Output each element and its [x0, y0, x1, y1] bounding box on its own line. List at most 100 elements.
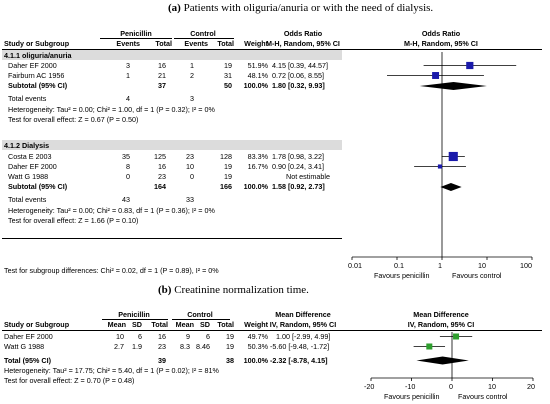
total2: 19 — [224, 162, 232, 171]
group1-header: Penicillin — [118, 310, 150, 319]
weight-col-header: Weight — [244, 320, 268, 329]
subtotal-label: Subtotal (95% CI) — [8, 81, 68, 90]
tick-label-a: 10 — [478, 261, 486, 270]
mean2: 9 — [186, 332, 190, 341]
ci-text: 1.78 [0.98, 3.22] — [272, 152, 324, 161]
total-events1: 43 — [122, 195, 130, 204]
ci-text: 0.72 [0.06, 8.55] — [272, 71, 324, 80]
study-square — [437, 164, 442, 169]
subtotal-weight: 100.0% — [243, 182, 268, 191]
total1-col-header: Total — [155, 39, 172, 48]
total1: 16 — [158, 162, 166, 171]
study-square — [448, 151, 458, 162]
method-plot-header: M-H, Random, 95% CI — [404, 39, 478, 48]
events2: 10 — [186, 162, 194, 171]
subgroup-title: 4.1.1 oliguria/anuria — [4, 51, 72, 60]
mean2: 8.3 — [180, 342, 190, 351]
events2: 23 — [186, 152, 194, 161]
weight: 50.3% — [247, 342, 268, 351]
events2: 2 — [190, 71, 194, 80]
subtotal-total2: 50 — [224, 81, 232, 90]
weight: 48.1% — [247, 71, 268, 80]
mean1-col-header: Mean — [107, 320, 126, 329]
total1: 23 — [158, 342, 166, 351]
caption-a: (a) Patients with oliguria/anuria or wit… — [168, 3, 433, 14]
subgroup-title: 4.1.2 Dialysis — [4, 141, 50, 150]
caption-a-text: Patients with oliguria/anuria or with th… — [183, 2, 434, 14]
sd2: 8.46 — [196, 342, 210, 351]
study-square — [426, 343, 433, 350]
subtotal-label: Subtotal (95% CI) — [8, 182, 68, 191]
effect-plot-header: Odds Ratio — [421, 29, 461, 38]
study-name: Watt G 1988 — [4, 342, 45, 351]
total-weight: 100.0% — [243, 356, 268, 365]
subtotal-weight: 100.0% — [243, 81, 268, 90]
mean1: 10 — [116, 332, 124, 341]
study-name: Daher EF 2000 — [8, 61, 57, 70]
events1: 0 — [126, 172, 130, 181]
total2: 128 — [220, 152, 232, 161]
study-name: Fairburn AC 1956 — [8, 71, 65, 80]
total1: 16 — [158, 61, 166, 70]
tick-label-b: 0 — [449, 382, 453, 391]
subtotal-total1: 164 — [154, 182, 166, 191]
ci-text: Not estimable — [286, 172, 330, 181]
effect-plot-header: Mean Difference — [413, 310, 469, 319]
overall-effect-text: Test for overall effect: Z = 1.66 (P = 0… — [8, 216, 139, 225]
events2: 0 — [190, 172, 194, 181]
group2-header: Control — [190, 29, 216, 38]
ci-text: 4.15 [0.39, 44.57] — [272, 61, 328, 70]
total-events2: 3 — [190, 94, 194, 103]
mean2-col-header: Mean — [175, 320, 194, 329]
method-col-header: M-H, Random, 95% CI — [266, 39, 340, 48]
method-plot-header: IV, Random, 95% CI — [407, 320, 475, 329]
study-square — [432, 72, 440, 79]
total-total1: 39 — [158, 356, 166, 365]
ci-text: 0.90 [0.24, 3.41] — [272, 162, 324, 171]
favours-left-label: Favours penicillin — [384, 392, 440, 401]
events1: 35 — [122, 152, 130, 161]
study-square — [466, 61, 474, 70]
study-square — [453, 333, 460, 340]
total2: 31 — [224, 71, 232, 80]
caption-a-label: (a) — [168, 2, 181, 14]
weight-col-header: Weight — [244, 39, 268, 48]
events1: 8 — [126, 162, 130, 171]
subtotal-total1: 37 — [158, 81, 166, 90]
overall-effect-text: Test for overall effect: Z = 0.70 (P = 0… — [4, 376, 135, 385]
total-events-label: Total events — [8, 94, 47, 103]
sd2: 6 — [206, 332, 210, 341]
favours-right-label: Favours control — [452, 271, 502, 280]
mean1: 2.7 — [114, 342, 124, 351]
effect-header: Mean Difference — [275, 310, 331, 319]
heterogeneity-text: Heterogeneity: Tau² = 17.75; Chi² = 5.40… — [4, 366, 219, 375]
total-ci: -2.32 [-8.78, 4.15] — [270, 356, 328, 365]
total-events1: 4 — [126, 94, 130, 103]
total2-col-header: Total — [217, 320, 234, 329]
tick-label-b: 10 — [488, 382, 496, 391]
events2-col-header: Events — [184, 39, 208, 48]
study-name: Daher EF 2000 — [8, 162, 57, 171]
sd2-col-header: SD — [200, 320, 210, 329]
tick-label-a: 1 — [438, 261, 442, 270]
events1: 1 — [126, 71, 130, 80]
heterogeneity-text: Heterogeneity: Tau² = 0.00; Chi² = 1.00,… — [8, 105, 215, 114]
sd1-col-header: SD — [132, 320, 142, 329]
total2: 19 — [226, 332, 234, 341]
method-col-header: IV, Random, 95% CI — [269, 320, 337, 329]
pooled-diamond — [419, 82, 487, 90]
study-col-header: Study or Subgroup — [4, 320, 70, 329]
subtotal-total2: 166 — [220, 182, 232, 191]
caption-b-label: (b) — [158, 284, 172, 296]
sd1: 1.9 — [132, 342, 142, 351]
total1: 23 — [158, 172, 166, 181]
group1-header: Penicillin — [120, 29, 152, 38]
weight: 51.9% — [247, 61, 268, 70]
total2: 19 — [224, 172, 232, 181]
events2: 1 — [190, 61, 194, 70]
favours-right-label: Favours control — [458, 392, 508, 401]
ci-text: -5.60 [-9.48, -1.72] — [270, 342, 330, 351]
caption-b-text: Creatinine normalization time. — [174, 284, 309, 296]
